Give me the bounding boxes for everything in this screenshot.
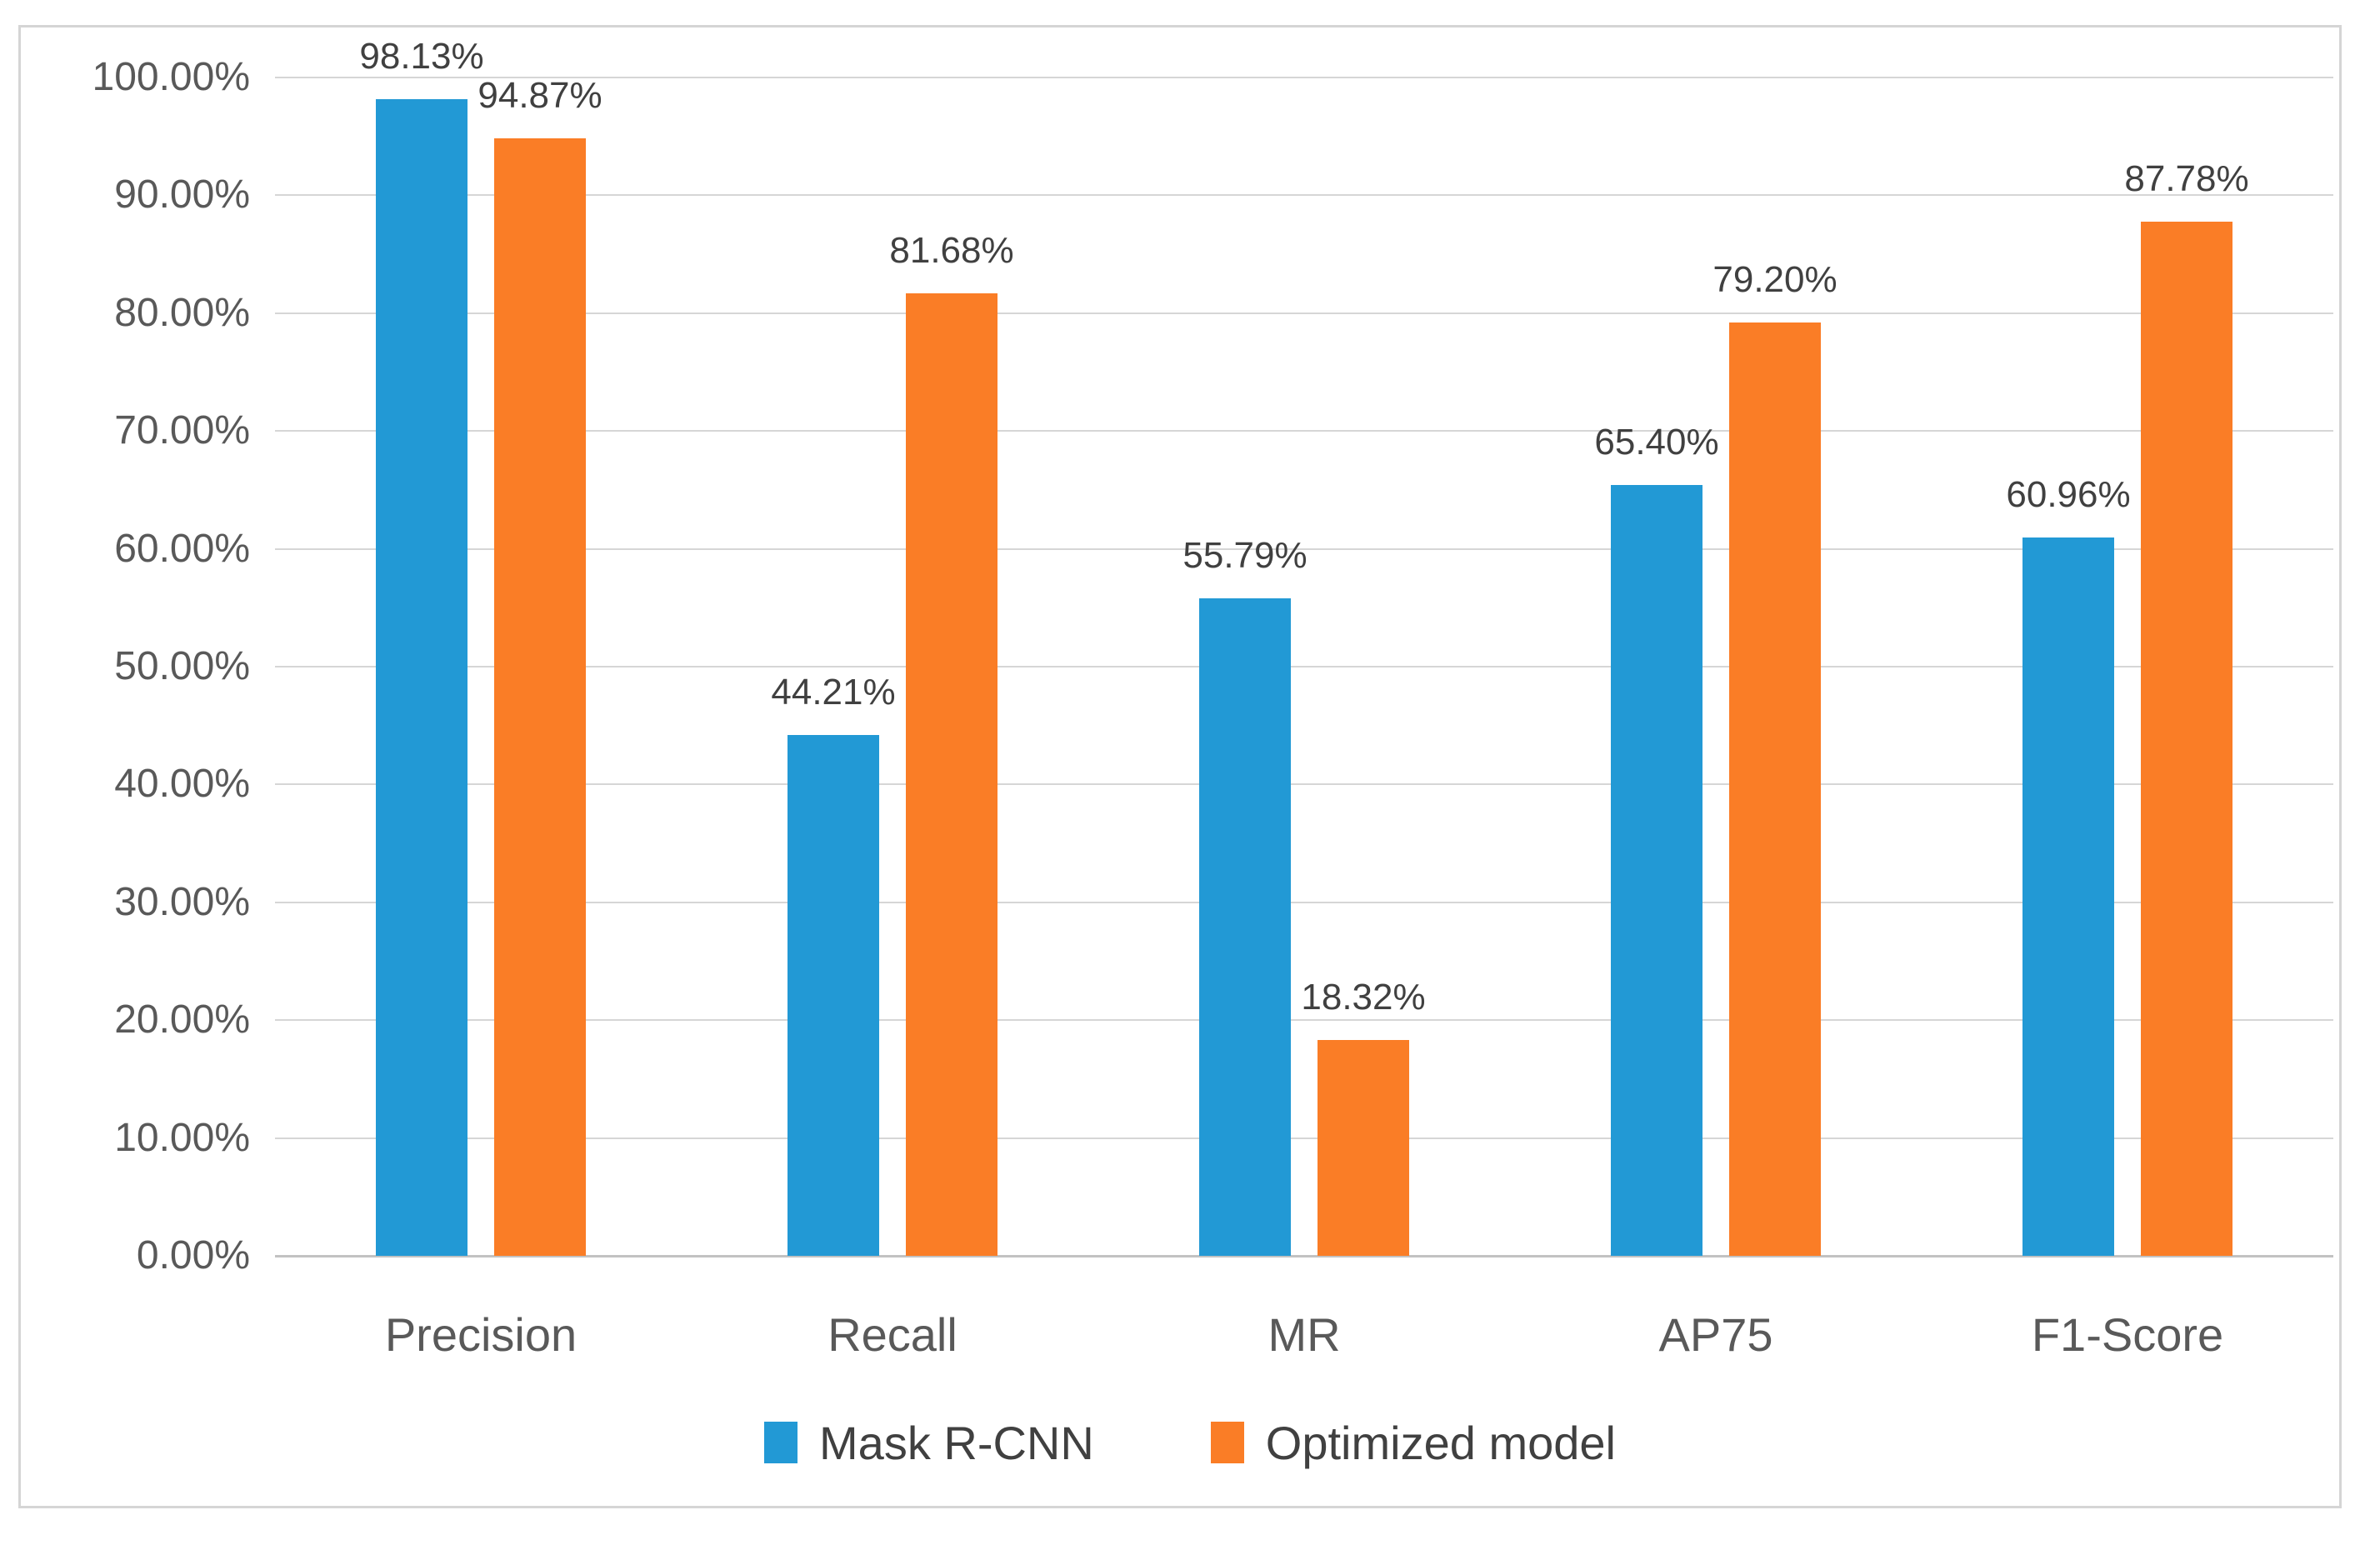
y-tick-label: 50.00%: [114, 644, 250, 688]
gridline: [275, 901, 2333, 903]
gridline: [275, 430, 2333, 432]
gridline: [275, 312, 2333, 314]
bar-value-label: 81.68%: [889, 230, 1014, 272]
bar: [2022, 538, 2114, 1256]
legend-label: Optimized model: [1265, 1416, 1616, 1469]
gridline: [275, 666, 2333, 668]
gridline: [275, 548, 2333, 550]
legend: Mask R-CNN Optimized model: [0, 1416, 2380, 1470]
gridline: [275, 1019, 2333, 1022]
bar: [494, 138, 586, 1256]
y-tick-label: 20.00%: [114, 998, 250, 1042]
bar-value-label: 87.78%: [2124, 158, 2249, 199]
bar-value-label: 98.13%: [359, 36, 484, 78]
y-tick-label: 60.00%: [114, 526, 250, 571]
y-tick-label: 90.00%: [114, 172, 250, 218]
legend-swatch: [764, 1422, 798, 1463]
y-tick-label: 70.00%: [114, 408, 250, 453]
bar: [906, 293, 998, 1256]
gridline: [275, 1137, 2333, 1139]
gridline: [275, 783, 2333, 786]
gridline: [275, 77, 2333, 78]
bar-value-label: 79.20%: [1712, 259, 1838, 301]
y-tick-label: 10.00%: [114, 1115, 250, 1160]
bar-value-label: 18.32%: [1301, 976, 1426, 1018]
legend-item: Mask R-CNN: [764, 1416, 1094, 1470]
bar-value-label: 94.87%: [478, 74, 602, 116]
gridline: [275, 194, 2333, 197]
legend-item: Optimized model: [1210, 1416, 1616, 1470]
legend-swatch: [1210, 1422, 1244, 1463]
category-label: F1-Score: [2031, 1308, 2224, 1361]
bar: [1729, 322, 1821, 1256]
y-tick-label: 30.00%: [114, 879, 250, 924]
x-axis-line: [275, 1255, 2333, 1258]
legend-label: Mask R-CNN: [819, 1416, 1094, 1469]
bar: [788, 734, 879, 1256]
category-label: Precision: [384, 1308, 578, 1361]
bar: [1199, 598, 1291, 1256]
bar-value-label: 44.21%: [771, 671, 896, 712]
bar: [376, 99, 468, 1256]
category-label: AP75: [1658, 1308, 1773, 1361]
chart-frame: [18, 25, 2342, 1508]
y-tick-label: 0.00%: [136, 1233, 250, 1278]
y-tick-label: 80.00%: [114, 290, 250, 335]
bar-value-label: 65.40%: [1594, 422, 1719, 463]
bar: [1318, 1039, 1409, 1256]
category-label: Recall: [828, 1308, 958, 1361]
bar-value-label: 55.79%: [1182, 535, 1308, 577]
bar: [1611, 485, 1702, 1256]
category-label: MR: [1268, 1308, 1341, 1361]
y-tick-label: 40.00%: [114, 762, 250, 807]
y-tick-label: 100.00%: [92, 55, 251, 99]
bar: [2141, 221, 2232, 1256]
bar-value-label: 60.96%: [2006, 474, 2131, 516]
